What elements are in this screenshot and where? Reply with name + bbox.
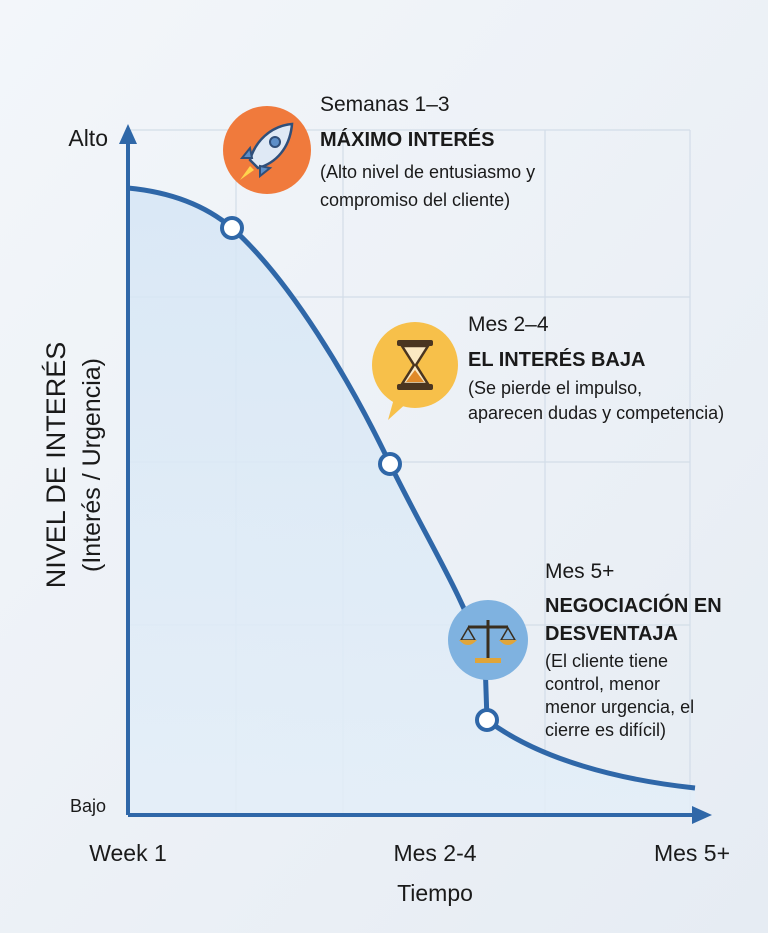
stage-heading: NEGOCIACIÓN EN (545, 593, 722, 617)
scale-icon (448, 600, 528, 680)
stage-description: (Se pierde el impulso, (468, 378, 642, 398)
x-label: Mes 5+ (654, 840, 730, 866)
stage-heading: EL INTERÉS BAJA (468, 348, 645, 371)
stage-description: (El cliente tiene (545, 651, 668, 671)
stage-period: Mes 5+ (545, 560, 614, 583)
y-axis-title: NIVEL DE INTERÉS (41, 342, 71, 589)
curve-area (128, 188, 695, 815)
x-axis-title: Tiempo (397, 880, 473, 906)
x-label: Mes 2-4 (393, 840, 476, 866)
stage-description: compromiso del cliente) (320, 190, 510, 210)
hourglass-icon (372, 322, 458, 420)
stage-description: (Alto nivel de entusiasmo y (320, 162, 535, 182)
stage-description: cierre es difícil) (545, 720, 666, 740)
curve-points (220, 216, 499, 732)
y-bottom-label: Bajo (70, 796, 106, 816)
x-label: Week 1 (89, 840, 167, 866)
rocket-icon (223, 106, 311, 194)
stage-description: control, menor (545, 674, 660, 694)
stage-description: menor urgencia, el (545, 697, 694, 717)
stage-heading: DESVENTAJA (545, 623, 678, 645)
stage-description: aparecen dudas y competencia) (468, 403, 724, 423)
axes (119, 124, 712, 824)
y-top-label: Alto (68, 125, 108, 151)
stage-period: Mes 2–4 (468, 313, 549, 336)
stage-heading: MÁXIMO INTERÉS (320, 128, 494, 151)
y-axis-subtitle: (Interés / Urgencia) (78, 358, 106, 572)
stage-period: Semanas 1–3 (320, 93, 450, 116)
